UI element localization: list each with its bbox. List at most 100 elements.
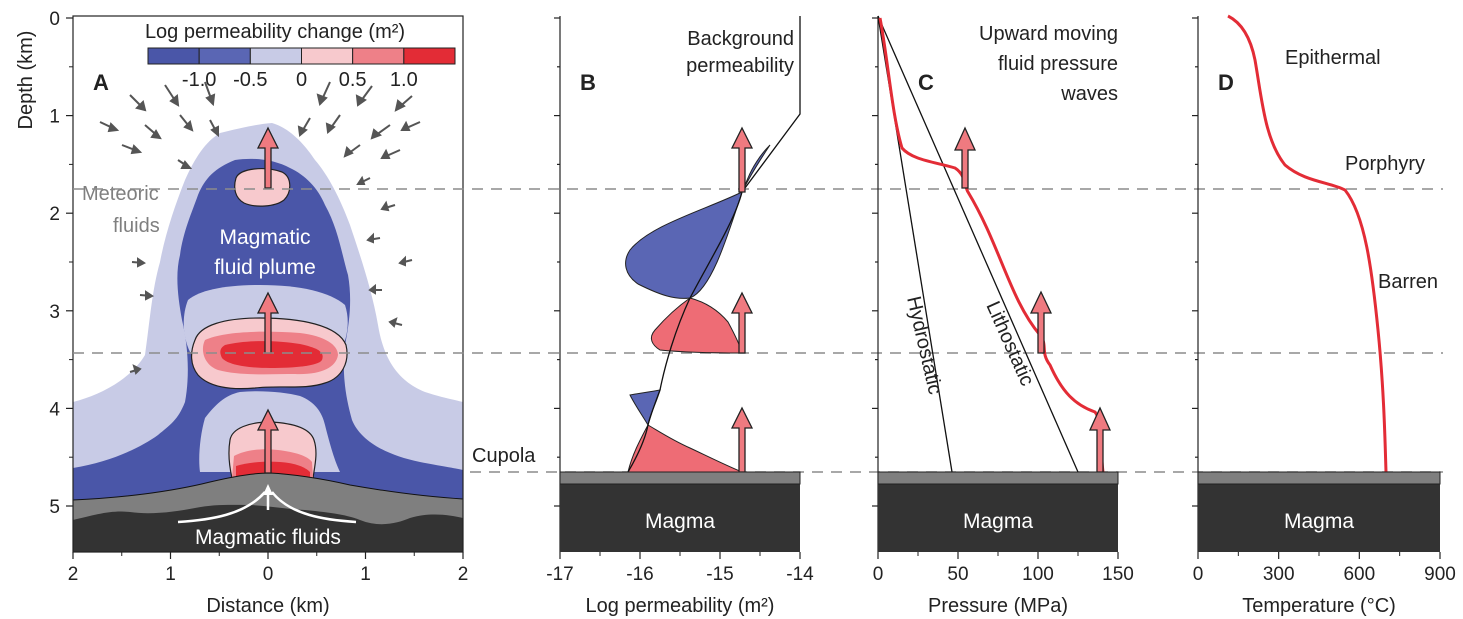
panel-letter-c: C — [918, 70, 934, 95]
colorbar-segment — [249, 47, 302, 65]
arrow-up-icon — [1088, 406, 1112, 473]
cupola-band-d — [1197, 471, 1441, 485]
magma-block-b — [560, 472, 800, 552]
depth-tick-label: 0 — [49, 9, 60, 30]
x-tick-label: 2 — [68, 564, 79, 585]
perm-decrease-upper — [625, 191, 743, 299]
plume-label-1: Magmatic — [219, 226, 310, 249]
panel-b-left-ticks — [554, 17, 560, 507]
colorbar-label: 0.5 — [339, 69, 367, 91]
x-tick-label: 600 — [1343, 564, 1375, 585]
cupola-label: Cupola — [472, 445, 536, 467]
magma-block-c — [878, 472, 1118, 552]
panel-c-left-ticks — [872, 17, 878, 507]
cupola-band-c — [877, 471, 1119, 485]
magmatic-fluid-arrows — [177, 484, 357, 524]
colorbar-label: 1.0 — [390, 69, 418, 91]
plume-label-2: fluid plume — [214, 256, 316, 279]
colorbar-segment — [403, 47, 456, 65]
lithostatic-line — [877, 15, 1079, 473]
porphyry-label: Porphyry — [1345, 153, 1425, 175]
colorbar-label: -0.5 — [233, 69, 267, 91]
waves-label-1: Upward moving — [979, 23, 1118, 45]
x-tick-label: 100 — [1022, 564, 1054, 585]
colorbar-segment — [352, 47, 405, 65]
magma-dark — [73, 504, 463, 552]
background-label-1: Background — [687, 28, 794, 50]
panel-c: C Upward moving fluid pressure waves Hyd… — [872, 15, 1134, 617]
x-tick-label: 50 — [947, 564, 968, 585]
x-tick-label: 0 — [1193, 564, 1204, 585]
magmatic-fluids-label: Magmatic fluids — [195, 526, 341, 549]
arrow-up-icon — [256, 408, 280, 474]
barren-label: Barren — [1378, 271, 1438, 293]
x-tick-label: 0 — [873, 564, 884, 585]
lobe-middle-red — [220, 341, 323, 368]
panel-b-xlabel: Log permeability (m²) — [586, 595, 775, 617]
arrow-up-icon — [256, 291, 280, 354]
arrow-up-icon — [730, 406, 754, 473]
panel-b: B Background permeability Cupola Magma -… — [472, 16, 814, 617]
background-label-2: permeability — [686, 55, 794, 77]
panel-b-arrows — [730, 126, 754, 473]
magma-label-b: Magma — [645, 510, 715, 533]
hydrostatic-label: Hydrostatic — [902, 294, 946, 396]
panel-d-left-ticks — [1192, 17, 1198, 507]
panel-a-xlabel: Distance (km) — [206, 595, 329, 617]
colorbar-segment — [301, 47, 354, 65]
colorbar-segment — [147, 47, 200, 65]
depth-axis-label: Depth (km) — [15, 31, 37, 130]
lobe-top — [234, 168, 291, 207]
perm-increase-middle — [650, 297, 743, 354]
depth-tick-label: 4 — [49, 399, 60, 420]
arrow-up-icon — [730, 291, 754, 354]
depth-tick-label: 3 — [49, 302, 60, 323]
depth-tick-label: 2 — [49, 204, 60, 225]
panel-c-xlabel: Pressure (MPa) — [928, 595, 1068, 617]
panel-letter-a: A — [93, 70, 109, 95]
panel-b-xticks: -17 -16 -15 -14 — [546, 552, 814, 585]
x-tick-label: 1 — [360, 564, 371, 585]
x-tick-label: -17 — [546, 564, 573, 585]
magma-block-d — [1198, 472, 1440, 552]
cupola-band-b — [559, 471, 801, 485]
meteoric-label-2: fluids — [113, 215, 160, 237]
panel-letter-b: B — [580, 70, 596, 95]
colorbar-labels: -1.0 -0.5 0 0.5 1.0 — [182, 69, 418, 91]
x-tick-label: -15 — [706, 564, 733, 585]
colorbar-segment — [198, 47, 251, 65]
magma-label-d: Magma — [1284, 510, 1354, 533]
perm-decrease-top — [741, 144, 771, 193]
panel-c-arrows — [953, 126, 1112, 473]
x-tick-label: -14 — [786, 564, 814, 585]
flow-arrows — [99, 81, 421, 375]
panel-a-xticks: 2 1 0 1 2 — [68, 552, 468, 585]
background-permeability-line — [627, 16, 801, 473]
epithermal-label: Epithermal — [1285, 47, 1381, 69]
waves-label-3: waves — [1060, 83, 1118, 105]
perm-decrease-lower — [629, 389, 661, 427]
x-tick-label: -16 — [626, 564, 653, 585]
waves-label-2: fluid pressure — [998, 53, 1118, 75]
panel-d: D Epithermal Porphyry Barren Magma 0 300 6… — [1192, 14, 1456, 617]
x-tick-label: 300 — [1263, 564, 1295, 585]
depth-axis: 0 1 2 3 4 5 — [49, 9, 73, 518]
x-tick-label: 150 — [1102, 564, 1134, 585]
depth-tick-label: 1 — [49, 107, 60, 128]
colorbar-label: -1.0 — [182, 69, 216, 91]
colorbar — [147, 47, 456, 65]
arrow-up-icon — [730, 126, 754, 193]
panel-a: Log permeability change (m²) -1.0 -0.5 0 0.… — [68, 15, 468, 617]
panel-c-xticks: 0 50 100 150 — [873, 552, 1134, 585]
depth-tick-label: 5 — [49, 497, 60, 518]
plume-pressure-arrows — [256, 126, 280, 474]
arrow-up-icon — [256, 126, 280, 189]
perm-increase-bottom — [627, 424, 743, 473]
meteoric-label: Meteoric — [82, 183, 159, 205]
colorbar-title: Log permeability change (m²) — [145, 21, 405, 43]
colorbar-label: 0 — [296, 69, 307, 91]
x-tick-label: 1 — [165, 564, 176, 585]
x-tick-label: 900 — [1424, 564, 1456, 585]
panel-letter-d: D — [1218, 70, 1234, 95]
